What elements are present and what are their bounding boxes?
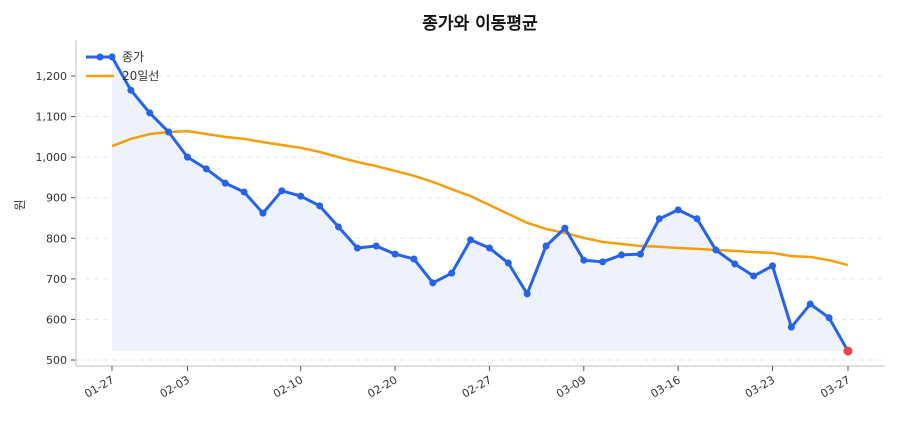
close-price-point (712, 246, 720, 254)
close-price-point (221, 179, 229, 187)
y-tick-label: 900 (46, 192, 67, 205)
last-close-point (843, 346, 853, 356)
close-price-point (146, 109, 154, 117)
close-price-point (183, 153, 191, 161)
close-price-point (674, 206, 682, 214)
y-tick-label: 500 (46, 354, 67, 367)
close-price-point (523, 290, 531, 298)
close-price-point (655, 215, 663, 223)
close-price-point (806, 300, 814, 308)
close-price-point (278, 187, 286, 195)
y-tick-label: 1,200 (36, 70, 68, 83)
close-price-point (561, 224, 569, 232)
close-price-point (787, 323, 795, 331)
close-price-point (542, 242, 550, 250)
ma20-line (111, 129, 849, 267)
close-price-point (599, 258, 607, 266)
close-price-point (504, 259, 512, 267)
close-price-point (127, 86, 135, 94)
close-price-point (580, 256, 588, 264)
x-tick-label: 02-20 (365, 373, 399, 400)
close-price-point (372, 242, 380, 250)
x-tick-label: 02-27 (460, 373, 494, 400)
close-price-point (334, 223, 342, 231)
close-price-point (353, 244, 361, 252)
close-price-point (316, 202, 324, 210)
close-price-point (750, 272, 758, 280)
y-tick-label: 600 (46, 313, 67, 326)
close-price-point (429, 279, 437, 287)
x-tick-label: 03-16 (648, 373, 682, 400)
y-axis-label: 원 (13, 199, 27, 210)
close-price-line (110, 56, 850, 352)
chart-title: 종가와 이동평균 (422, 14, 538, 34)
close-price-point (731, 260, 739, 268)
close-price-point (202, 165, 210, 173)
y-tick-label: 800 (46, 232, 67, 245)
close-price-point (165, 128, 173, 136)
close-price-point (391, 250, 399, 258)
x-tick-label: 03-27 (818, 373, 852, 400)
y-tick-label: 1,100 (36, 111, 68, 124)
legend-marker-close (96, 53, 104, 61)
close-price-point (825, 314, 833, 322)
x-tick-label: 01-27 (82, 373, 116, 400)
close-price-point (297, 192, 305, 200)
close-price-point (240, 188, 248, 196)
close-price-point (467, 236, 475, 244)
close-price-area-fill (112, 56, 848, 352)
y-tick-label: 1,000 (36, 151, 68, 164)
close-price-point (618, 251, 626, 259)
close-price-point (448, 269, 456, 277)
close-price-point (693, 215, 701, 223)
x-tick-label: 02-10 (271, 373, 305, 400)
close-price-point (259, 209, 267, 217)
close-price-point (410, 255, 418, 263)
x-tick-label: 02-03 (158, 373, 192, 400)
close-price-point (769, 262, 777, 270)
y-tick-label: 700 (46, 273, 67, 286)
legend-label-close: 종가 (122, 50, 144, 64)
x-tick-label: 03-23 (743, 373, 777, 400)
close-price-point (485, 244, 493, 252)
legend-label-ma20: 20일선 (122, 69, 159, 83)
x-tick-label: 03-09 (554, 373, 588, 400)
close-price-point (636, 250, 644, 258)
